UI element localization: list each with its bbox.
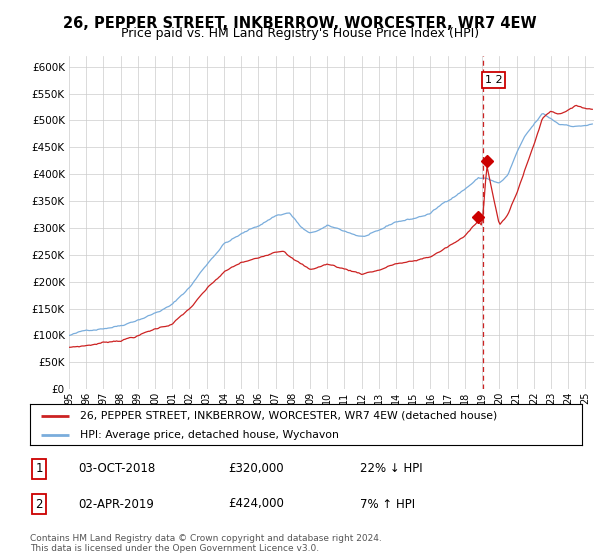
Text: 26, PEPPER STREET, INKBERROW, WORCESTER, WR7 4EW (detached house): 26, PEPPER STREET, INKBERROW, WORCESTER,… xyxy=(80,410,497,421)
Text: 2: 2 xyxy=(35,497,43,511)
Text: Price paid vs. HM Land Registry's House Price Index (HPI): Price paid vs. HM Land Registry's House … xyxy=(121,27,479,40)
Text: 03-OCT-2018: 03-OCT-2018 xyxy=(78,462,155,475)
Text: HPI: Average price, detached house, Wychavon: HPI: Average price, detached house, Wych… xyxy=(80,430,338,440)
Text: £424,000: £424,000 xyxy=(228,497,284,511)
Text: 22% ↓ HPI: 22% ↓ HPI xyxy=(360,462,422,475)
Text: 1 2: 1 2 xyxy=(485,75,502,85)
Text: 1: 1 xyxy=(35,462,43,475)
Text: £320,000: £320,000 xyxy=(228,462,284,475)
Text: Contains HM Land Registry data © Crown copyright and database right 2024.
This d: Contains HM Land Registry data © Crown c… xyxy=(30,534,382,553)
Text: 7% ↑ HPI: 7% ↑ HPI xyxy=(360,497,415,511)
Text: 02-APR-2019: 02-APR-2019 xyxy=(78,497,154,511)
Text: 26, PEPPER STREET, INKBERROW, WORCESTER, WR7 4EW: 26, PEPPER STREET, INKBERROW, WORCESTER,… xyxy=(63,16,537,31)
